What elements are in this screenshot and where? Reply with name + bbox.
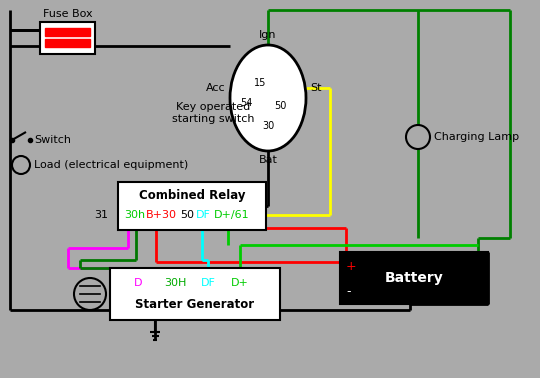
Bar — [118, 182, 266, 230]
Circle shape — [406, 125, 430, 149]
Text: 54: 54 — [240, 98, 252, 108]
Text: Fuse Box: Fuse Box — [43, 9, 92, 19]
Text: +: + — [346, 260, 356, 273]
Text: Charging Lamp: Charging Lamp — [434, 132, 519, 142]
Text: 15: 15 — [254, 78, 266, 88]
Circle shape — [74, 278, 106, 310]
Text: 30h: 30h — [124, 210, 145, 220]
Text: D+: D+ — [231, 278, 249, 288]
Text: Battery: Battery — [384, 271, 443, 285]
Text: DF: DF — [196, 210, 211, 220]
Bar — [340, 252, 488, 304]
Text: D+/61: D+/61 — [214, 210, 249, 220]
Circle shape — [12, 156, 30, 174]
Text: Combined Relay: Combined Relay — [139, 189, 245, 201]
Text: DF: DF — [200, 278, 215, 288]
Bar — [45, 28, 90, 36]
Text: 31: 31 — [94, 210, 108, 220]
Text: Switch: Switch — [34, 135, 71, 145]
Text: 50: 50 — [180, 210, 194, 220]
Text: Acc: Acc — [206, 83, 226, 93]
Bar — [110, 268, 280, 320]
Text: D: D — [134, 278, 142, 288]
Text: Ign: Ign — [259, 30, 277, 40]
Text: Key operated
starting switch: Key operated starting switch — [172, 102, 254, 124]
Text: St: St — [310, 83, 321, 93]
Bar — [45, 39, 90, 47]
Text: -: - — [346, 285, 350, 298]
Text: 30: 30 — [262, 121, 274, 131]
Text: B+30: B+30 — [146, 210, 177, 220]
Text: Bat: Bat — [259, 155, 278, 165]
Ellipse shape — [230, 45, 306, 151]
Text: Load (electrical equipment): Load (electrical equipment) — [34, 160, 188, 170]
Text: Starter Generator: Starter Generator — [136, 297, 254, 310]
Text: 30H: 30H — [164, 278, 186, 288]
Text: 50: 50 — [274, 101, 286, 111]
Bar — [40, 22, 95, 54]
